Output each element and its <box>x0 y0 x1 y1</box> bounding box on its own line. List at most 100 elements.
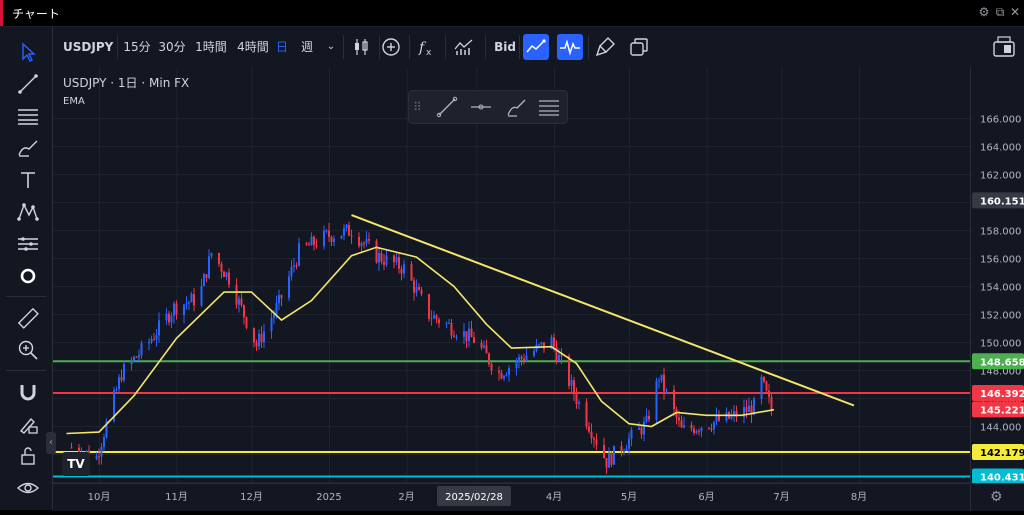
candle-body <box>645 415 648 422</box>
candle-body <box>383 261 385 265</box>
lock-drawing-icon[interactable] <box>15 411 41 437</box>
candle-body <box>575 394 578 405</box>
candle-body <box>278 295 280 304</box>
close-icon[interactable]: ✕ <box>1009 5 1021 19</box>
time-tick-label: 2025 <box>316 492 341 503</box>
price-tick-label: 150.000 <box>980 339 1021 350</box>
symbol-button[interactable]: USDJPY <box>63 40 114 54</box>
indicator-legend[interactable]: EMA <box>63 96 85 107</box>
toolbar-divider <box>117 35 118 59</box>
tradingview-logo[interactable]: TV <box>62 452 90 476</box>
time-tick-label: 8月 <box>851 491 867 503</box>
pulse-icon[interactable] <box>557 34 583 60</box>
chevron-down-icon[interactable]: ⌄ <box>326 41 336 52</box>
candle-body <box>220 263 223 272</box>
time-tick-label: 12月 <box>240 491 263 503</box>
interval-30m[interactable]: 30分 <box>158 40 186 54</box>
zoom-in-icon[interactable] <box>15 337 41 363</box>
candle-body <box>118 377 120 390</box>
time-axis[interactable]: 10月 11月 12月 2025 2月 4月 5月 6月 7月 8月 2025/02/28 <box>53 483 970 511</box>
layers-icon[interactable] <box>626 34 652 60</box>
candle-body <box>135 356 138 358</box>
candles-icon[interactable] <box>348 34 374 60</box>
price-axis[interactable]: 138.000140.000142.000144.000146.000148.0… <box>970 67 1024 515</box>
popout-icon[interactable]: ⧉ <box>995 5 1005 19</box>
candle-body <box>365 239 368 244</box>
parallel-lines-icon[interactable] <box>537 95 561 119</box>
candle-body <box>595 439 598 445</box>
candle-body <box>240 298 243 306</box>
unlock-icon[interactable] <box>15 443 41 469</box>
candle-body <box>725 411 728 421</box>
cursor-icon[interactable] <box>15 39 41 65</box>
candle-body <box>593 438 595 440</box>
candle-body <box>520 356 523 359</box>
candle-body <box>515 362 518 369</box>
price-tick-label: 144.000 <box>980 423 1021 434</box>
candle-body <box>578 402 580 405</box>
layout-icon[interactable] <box>991 34 1017 60</box>
candle-body <box>445 323 448 325</box>
chart-pane[interactable] <box>53 67 970 511</box>
candle-body <box>168 313 170 323</box>
eye-icon[interactable] <box>15 475 41 501</box>
candle-body <box>490 364 493 371</box>
candle-body <box>533 350 535 356</box>
gear-icon[interactable]: ⚙ <box>978 5 990 19</box>
drag-handle-icon[interactable]: ⠿ <box>413 100 422 114</box>
circle-icon[interactable] <box>15 263 41 289</box>
crosshair-date-tag <box>437 486 511 506</box>
interval-15m[interactable]: 15分 <box>123 40 151 54</box>
chart-legend: USDJPY · 1日 · Min FX <box>63 76 190 90</box>
candle-body <box>680 420 683 428</box>
candle-body <box>403 264 405 274</box>
bid-button[interactable]: Bid <box>494 40 516 54</box>
horizontal-ray-icon[interactable] <box>469 95 493 119</box>
candle-body <box>360 243 363 246</box>
candle-body <box>438 319 440 324</box>
text-tool-icon[interactable] <box>15 167 41 193</box>
price-chart <box>53 67 970 511</box>
settings-gear-icon[interactable]: ⚙ <box>990 489 1003 505</box>
horizontal-lines-tool-icon[interactable] <box>15 103 41 129</box>
candle-body <box>750 405 753 415</box>
candle-body <box>380 253 383 262</box>
candle-body <box>105 420 108 438</box>
pattern-tool-icon[interactable] <box>15 199 41 225</box>
ruler-icon[interactable] <box>15 305 41 331</box>
forecast-tool-icon[interactable] <box>15 231 41 257</box>
candle-body <box>253 327 255 343</box>
toolbar-divider <box>445 35 446 59</box>
candle-body <box>733 411 735 415</box>
brush-tool-icon[interactable] <box>15 135 41 161</box>
candle-body <box>130 360 133 365</box>
trendline-icon[interactable] <box>435 95 459 119</box>
price-level-tag-label: 140.431 <box>980 472 1024 483</box>
candle-body <box>518 356 520 363</box>
candle-body <box>290 266 293 277</box>
interval-4h[interactable]: 4時間 <box>237 40 269 54</box>
brush-draw-icon[interactable] <box>505 95 529 119</box>
candle-body <box>378 253 380 263</box>
trendline-tool-icon[interactable] <box>15 71 41 97</box>
interval-week[interactable]: 週 <box>300 40 313 54</box>
candle-body <box>488 353 490 365</box>
price-level-tag <box>972 401 1024 418</box>
collapse-toolbar-icon[interactable]: ‹ <box>46 432 56 454</box>
candle-body <box>103 437 105 447</box>
interval-day[interactable]: 日 <box>275 40 288 54</box>
axis-settings[interactable]: ⚙ <box>970 483 1024 511</box>
candle-body <box>255 342 258 347</box>
candle-body <box>205 274 208 278</box>
candle-body <box>218 253 220 264</box>
add-compare-icon[interactable] <box>378 34 404 60</box>
candle-body <box>730 414 733 419</box>
brush-icon[interactable] <box>593 34 619 60</box>
line-chart-icon[interactable] <box>523 34 549 60</box>
candle-body <box>368 239 370 241</box>
magnet-icon[interactable] <box>15 379 41 405</box>
interval-1h[interactable]: 1時間 <box>195 40 227 54</box>
templates-icon[interactable] <box>451 34 477 60</box>
price-level-tag-label: 160.151 <box>980 196 1024 207</box>
